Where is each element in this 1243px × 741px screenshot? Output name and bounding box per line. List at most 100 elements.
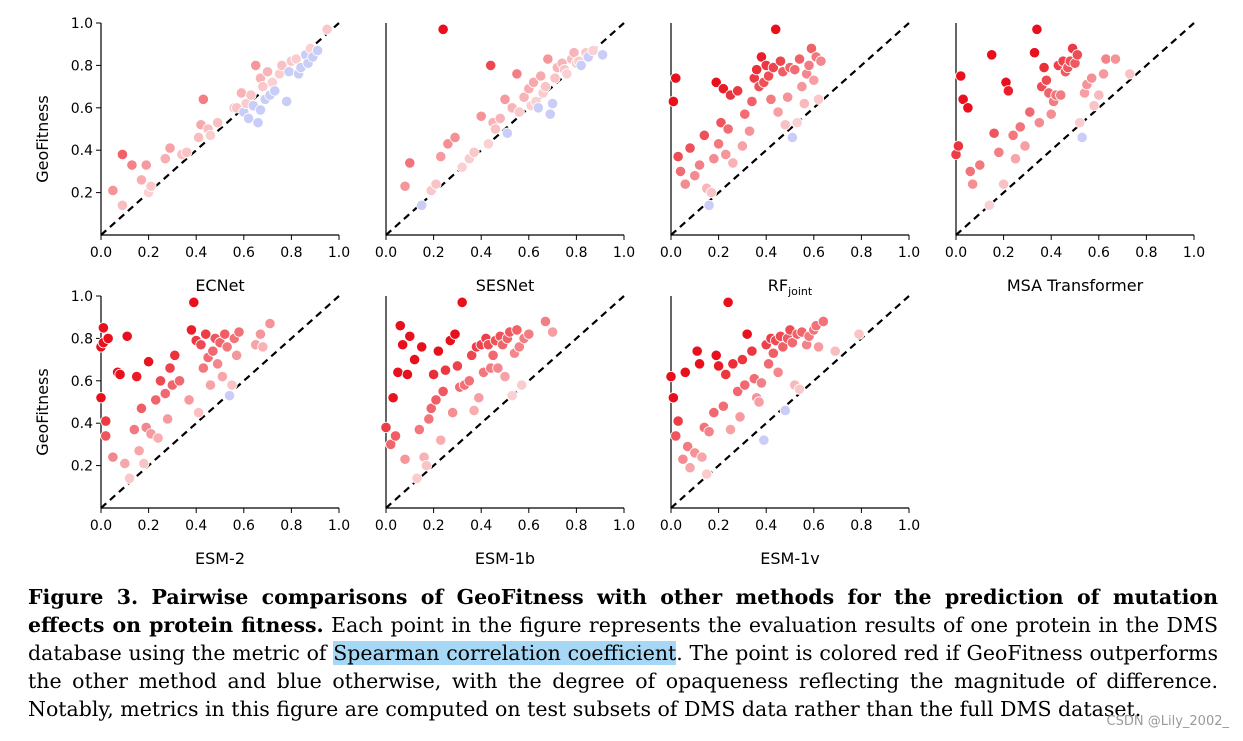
y-tick-label: 0.2 [71, 459, 93, 475]
scatter-point [1014, 121, 1026, 133]
scatter-point [803, 59, 815, 72]
scatter-point [727, 358, 739, 370]
scatter-point [200, 328, 212, 340]
scatter-point [732, 385, 744, 397]
scatter-point [755, 51, 768, 63]
scatter-point [772, 106, 784, 118]
x-axis-label: SESNet [476, 276, 535, 295]
scatter-point [449, 328, 461, 340]
scatter-point [226, 379, 238, 391]
x-axis-label: MSA Transformer [1007, 276, 1144, 295]
scatter-point [568, 47, 580, 59]
scatter-point [758, 434, 770, 446]
scatter-point [154, 375, 167, 387]
x-tick-label: 0.4 [185, 245, 207, 261]
scatter-point [126, 159, 138, 171]
y-tick-label: 0.6 [71, 374, 93, 390]
y-axis-label: GeoFitness [33, 95, 52, 182]
x-axis-label: ESM-2 [195, 549, 245, 568]
scatter-point [430, 394, 442, 406]
scatter-point [401, 368, 414, 381]
scatter-point [169, 349, 181, 361]
scatter-point [439, 364, 452, 376]
scatter-point [250, 59, 262, 72]
scatter-point [116, 199, 129, 211]
scatter-point [770, 23, 782, 35]
scatter-point [1031, 23, 1043, 35]
scatter-point [667, 392, 679, 404]
scatter-point [575, 59, 587, 72]
scatter-point [254, 328, 267, 340]
scatter-point [743, 125, 756, 137]
scatter-point [264, 317, 276, 330]
scatter-point [416, 199, 428, 211]
scatter-point [717, 83, 729, 95]
y-tick-label: 0.4 [71, 143, 93, 159]
scatter-point [283, 66, 295, 78]
scatter-point [281, 95, 293, 108]
scatter-point [233, 326, 245, 338]
scatter-point [762, 70, 775, 82]
scatter-point [435, 150, 447, 163]
scatter-point [506, 390, 518, 402]
scatter-point [119, 457, 131, 470]
scatter-point [796, 81, 808, 93]
panel-5: 0.0 0.2 0.4 0.6 0.8 1.0 ESM-1b [375, 295, 635, 568]
scatter-point [755, 377, 768, 389]
scatter-point [708, 406, 720, 419]
scatter-point [102, 332, 114, 344]
scatter-point [670, 430, 682, 442]
scatter-point [425, 402, 437, 414]
panel-4: 0.0 0.2 0.4 0.6 0.8 1.0 0.2 0.4 0.6 0.8 1.0 ESM-2 Ge… [33, 289, 350, 568]
y-tick-label: 0.8 [71, 58, 93, 74]
scatter-point [385, 438, 397, 450]
scatter-point [404, 330, 416, 342]
scatter-point [732, 85, 744, 97]
scatter-point [123, 472, 136, 484]
panel-1: 0.0 0.2 0.4 0.6 0.8 1.0 SESNet [375, 22, 635, 295]
x-tick-label: 0.8 [565, 245, 587, 261]
scatter-point [513, 341, 525, 353]
x-tick-label: 0.8 [280, 245, 302, 261]
scatter-point [746, 345, 758, 357]
scatter-point [420, 459, 433, 472]
scatter-point [387, 392, 399, 404]
scatter-point [672, 150, 684, 163]
scatter-point [140, 159, 152, 171]
x-tick-label: 0.0 [660, 245, 682, 261]
x-tick-label: 1.0 [898, 518, 920, 534]
scatter-point [183, 394, 195, 406]
y-tick-label: 1.0 [71, 289, 93, 305]
scatter-point [798, 97, 810, 110]
scatter-point [516, 379, 528, 391]
scatter-point [212, 358, 224, 370]
scatter-point [523, 328, 535, 340]
x-tick-label: 0.2 [707, 518, 729, 534]
scatter-point [435, 434, 447, 446]
scatter-point [722, 123, 734, 135]
x-tick-label: 0.6 [518, 518, 540, 534]
x-tick-label: 1.0 [613, 245, 635, 261]
x-tick-label: 0.6 [233, 245, 255, 261]
scatter-point [159, 153, 171, 165]
scatter-point [242, 112, 255, 125]
scatter-point [667, 95, 679, 108]
scatter-point [1097, 68, 1110, 80]
diagonal-line [670, 22, 910, 236]
scatter-point [1071, 49, 1083, 61]
x-axis-label: ESM-1b [475, 549, 535, 568]
scatter-point [212, 117, 224, 129]
scatter-point [1086, 72, 1098, 84]
scatter-point [257, 81, 269, 93]
scatter-point [736, 353, 749, 366]
scatter-point [408, 353, 421, 366]
scatter-point [152, 432, 164, 444]
caption-highlight[interactable]: Spearman correlation coefficient [333, 641, 677, 665]
scatter-point [380, 421, 392, 434]
scatter-point [741, 328, 753, 340]
scatter-point [1007, 129, 1019, 141]
scatter-point [143, 356, 155, 368]
scatter-point [774, 55, 787, 67]
scatter-point [181, 146, 193, 158]
x-axis-label: ECNet [195, 276, 244, 295]
